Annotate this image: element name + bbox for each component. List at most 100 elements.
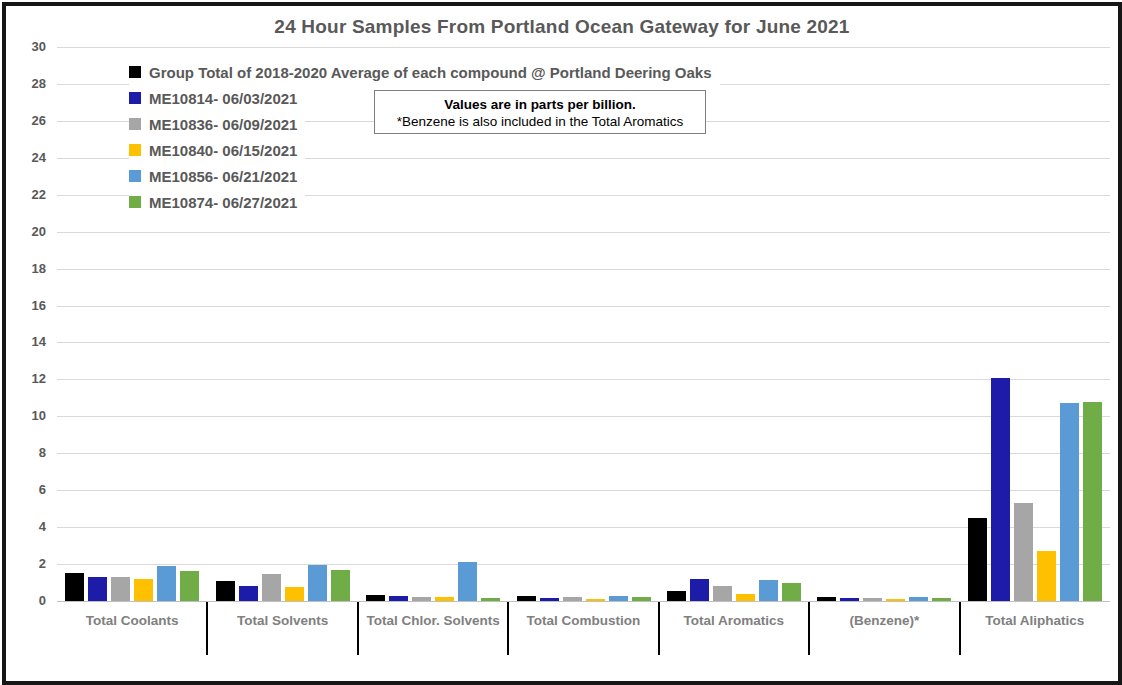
y-axis-tick-label: 30 (0, 39, 46, 54)
y-axis-tick-label: 28 (0, 76, 46, 91)
bar (285, 587, 304, 601)
y-axis-tick-label: 6 (0, 482, 46, 497)
bar (1060, 403, 1079, 601)
gridline (57, 342, 1110, 343)
bar (736, 594, 755, 601)
category-separator (507, 602, 509, 655)
legend-item-label: ME10874- 06/27/2021 (149, 194, 297, 211)
legend-item: ME10856- 06/21/2021 (129, 163, 305, 189)
bar (157, 566, 176, 601)
y-axis-tick-label: 8 (0, 445, 46, 460)
bar (458, 562, 477, 601)
legend-item-label: ME10840- 06/15/2021 (149, 142, 297, 159)
bar (909, 597, 928, 601)
y-axis-tick-label: 4 (0, 519, 46, 534)
bar (840, 598, 859, 601)
gridline (57, 601, 1110, 602)
gridline (57, 379, 1110, 380)
gridline (57, 416, 1110, 417)
bar (863, 598, 882, 601)
bar (1037, 551, 1056, 601)
bar (88, 577, 107, 601)
legend-swatch (129, 196, 141, 208)
bar (435, 597, 454, 601)
gridline (57, 527, 1110, 528)
y-axis-tick-label: 10 (0, 408, 46, 423)
bar (111, 577, 130, 601)
category-label: Total Chlor. Solvents (358, 613, 508, 628)
bar (609, 596, 628, 602)
bar (308, 565, 327, 601)
bar (667, 591, 686, 601)
y-axis-tick-label: 14 (0, 334, 46, 349)
legend-item-label: ME10856- 06/21/2021 (149, 168, 297, 185)
category-separator (206, 602, 208, 655)
y-axis-tick-label: 16 (0, 298, 46, 313)
legend-swatch (129, 144, 141, 156)
gridline (57, 232, 1110, 233)
legend: Group Total of 2018-2020 Average of each… (129, 59, 720, 215)
legend-item: Group Total of 2018-2020 Average of each… (129, 59, 720, 85)
bar (991, 378, 1010, 601)
bar (262, 574, 281, 601)
bar (65, 573, 84, 601)
bar (886, 599, 905, 601)
gridline (57, 453, 1110, 454)
bar (412, 597, 431, 601)
legend-item-label: ME10814- 06/03/2021 (149, 90, 297, 107)
legend-swatch (129, 92, 141, 104)
bar (968, 518, 987, 601)
legend-item: ME10874- 06/27/2021 (129, 189, 305, 215)
y-axis-tick-label: 0 (0, 593, 46, 608)
y-axis-tick-label: 12 (0, 371, 46, 386)
gridline (57, 269, 1110, 270)
y-axis-tick-label: 22 (0, 187, 46, 202)
bar (180, 571, 199, 602)
legend-swatch (129, 170, 141, 182)
gridline (57, 306, 1110, 307)
category-separator (357, 602, 359, 655)
legend-swatch (129, 66, 141, 78)
bar (782, 583, 801, 602)
annotation-box: Values are in parts per billion. *Benzen… (374, 90, 706, 134)
plot-area: 024681012141618202224262830 Total Coolan… (0, 0, 1122, 685)
legend-item: ME10814- 06/03/2021 (129, 85, 305, 111)
legend-item-label: Group Total of 2018-2020 Average of each… (149, 64, 712, 81)
bar (759, 580, 778, 601)
legend-item: ME10840- 06/15/2021 (129, 137, 305, 163)
legend-item: ME10836- 06/09/2021 (129, 111, 305, 137)
bar (517, 596, 536, 601)
annotation-line-2: *Benzene is also included in the Total A… (375, 114, 705, 129)
bar (713, 586, 732, 601)
bar (216, 581, 235, 601)
y-axis-tick-label: 24 (0, 150, 46, 165)
y-axis-tick-label: 20 (0, 224, 46, 239)
gridline (57, 47, 1110, 48)
bar (632, 597, 651, 601)
bar (331, 570, 350, 601)
legend-swatch (129, 118, 141, 130)
category-separator (959, 602, 961, 655)
bar (540, 598, 559, 601)
bar (239, 586, 258, 601)
bar (586, 599, 605, 601)
bar (1014, 503, 1033, 601)
bar (1083, 402, 1102, 601)
category-separator (658, 602, 660, 655)
bar (389, 596, 408, 602)
gridline (57, 564, 1110, 565)
annotation-line-1: Values are in parts per billion. (375, 97, 705, 112)
bar (134, 579, 153, 601)
y-axis-tick-label: 26 (0, 113, 46, 128)
y-axis-tick-label: 18 (0, 261, 46, 276)
bar (481, 598, 500, 601)
bar (817, 597, 836, 601)
bar (563, 597, 582, 601)
legend-item-label: ME10836- 06/09/2021 (149, 116, 297, 133)
category-label: Total Combustion (508, 613, 658, 628)
gridline (57, 490, 1110, 491)
category-label: Total Aliphatics (960, 613, 1110, 628)
bar (932, 598, 951, 601)
category-label: Total Solvents (207, 613, 357, 628)
y-axis-tick-label: 2 (0, 556, 46, 571)
